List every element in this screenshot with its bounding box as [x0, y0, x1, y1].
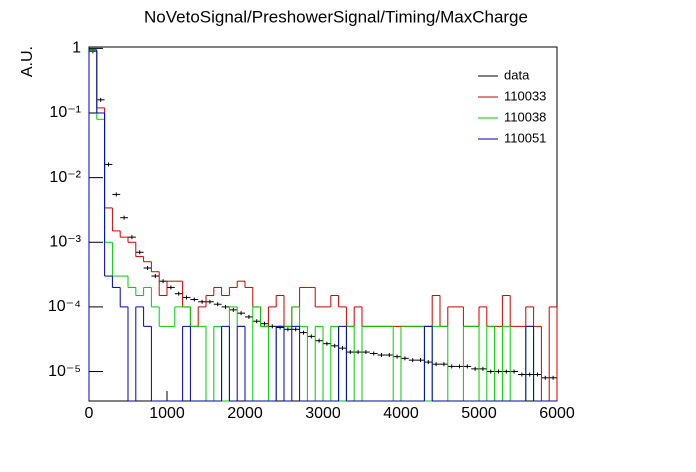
- legend-label: 110033: [504, 88, 546, 103]
- y-tick-label: 10⁻¹: [49, 104, 81, 121]
- y-tick-label: 10⁻⁴: [48, 298, 81, 315]
- x-tick-label: 1000: [149, 405, 185, 422]
- legend-label: 110051: [504, 130, 546, 145]
- x-tick-label: 5000: [461, 405, 497, 422]
- x-tick-label: 4000: [383, 405, 419, 422]
- y-tick-label: 10⁻²: [49, 169, 81, 186]
- y-tick-label: 10⁻³: [49, 233, 81, 250]
- y-axis-label: A.U.: [19, 46, 36, 77]
- legend-label: data: [504, 67, 530, 82]
- x-tick-label: 6000: [539, 405, 575, 422]
- y-tick-label: 1: [72, 40, 81, 57]
- legend-label: 110038: [504, 109, 546, 124]
- y-tick-label: 10⁻⁵: [48, 363, 81, 380]
- x-tick-label: 0: [85, 405, 94, 422]
- x-tick-label: 2000: [227, 405, 263, 422]
- x-tick-label: 3000: [305, 405, 341, 422]
- chart-title: NoVetoSignal/PreshowerSignal/Timing/MaxC…: [144, 7, 528, 26]
